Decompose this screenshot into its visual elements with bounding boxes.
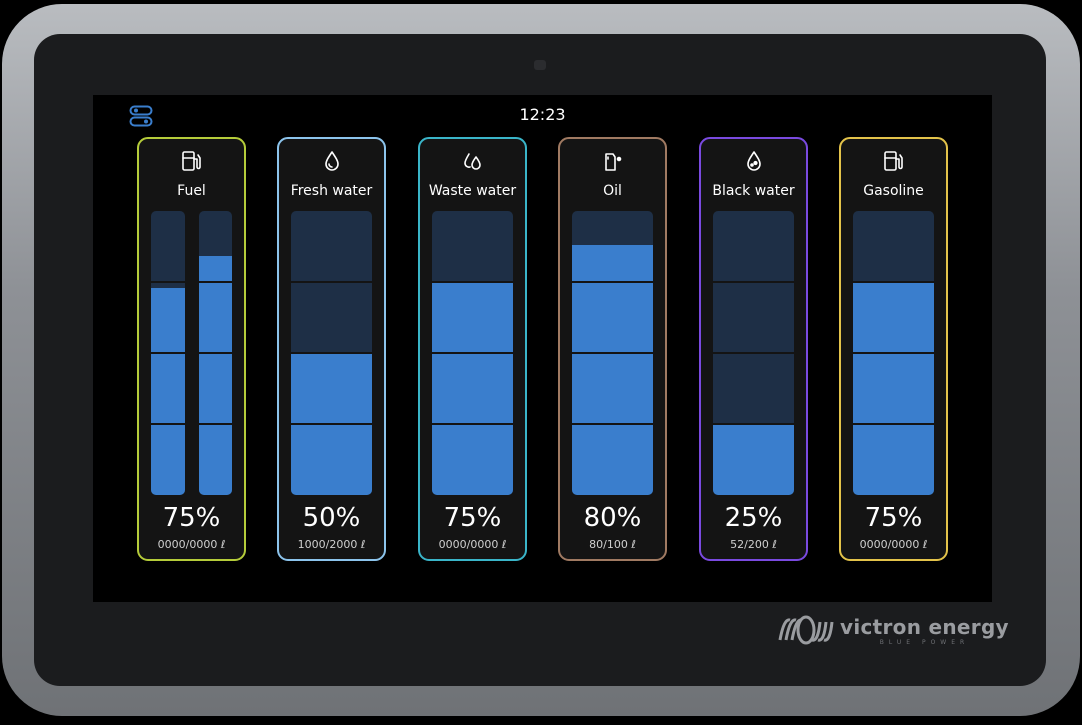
tank-level-bar [291,211,372,495]
black-water-drop-icon [746,151,761,171]
level-divider [572,352,653,354]
tank-level-bar [151,211,185,495]
tank-card-gasoline[interactable]: Gasoline 75% 0000/0000 ℓ [839,137,948,561]
tank-card-fuel[interactable]: Fuel 75% 0000/0000 ℓ [137,137,246,561]
double-drop-icon [463,153,481,170]
tank-card-black-water[interactable]: Black water 25% 52/200 ℓ [699,137,808,561]
level-divider [713,352,794,354]
tank-level-fill [198,256,232,495]
toggle-switches-icon[interactable] [129,105,153,127]
oil-can-icon [604,153,621,171]
screen: 12:23 Fuel 75% 0000/0000 ℓ Fresh water 5… [93,95,992,602]
level-divider [198,423,232,425]
tank-level-fill [713,424,794,495]
tank-level-bar [713,211,794,495]
tank-level-fill [572,245,653,495]
tank-level-fill [151,287,185,495]
level-divider [198,281,232,283]
level-divider [432,423,513,425]
tank-name: Fuel [177,183,206,199]
tank-card-waste-water[interactable]: Waste water 75% 0000/0000 ℓ [418,137,527,561]
tank-volume: 0000/0000 ℓ [438,538,507,551]
level-divider [198,352,232,354]
tank-level-bar [853,211,934,495]
level-divider [572,281,653,283]
level-divider [853,281,934,283]
tank-level-fill [432,282,513,495]
level-divider [853,352,934,354]
level-divider [713,423,794,425]
level-divider [432,352,513,354]
tank-volume: 1000/2000 ℓ [297,538,366,551]
level-divider [572,423,653,425]
tank-volume: 0000/0000 ℓ [859,538,928,551]
clock: 12:23 [519,105,566,124]
level-divider [291,423,372,425]
tank-name: Oil [603,183,622,199]
tank-percent: 80% [583,503,642,533]
tank-percent: 75% [162,503,221,533]
tank-name: Gasoline [863,183,924,199]
tank-percent: 75% [443,503,502,533]
level-divider [432,281,513,283]
tank-level-bar [198,211,232,495]
tank-name: Black water [712,183,795,199]
tank-volume: 80/100 ℓ [589,538,636,551]
victron-logo: victron energy BLUE POWER [776,612,1009,648]
tank-percent: 50% [302,503,361,533]
tank-level-fill [853,282,934,495]
tank-volume: 52/200 ℓ [730,538,777,551]
tank-card-oil[interactable]: Oil 80% 80/100 ℓ [558,137,667,561]
brand-tagline: BLUE POWER [879,638,970,646]
brand-name: victron energy [840,614,1009,639]
tank-volume: 0000/0000 ℓ [157,538,226,551]
tank-name: Waste water [428,183,517,199]
level-divider [291,281,372,283]
tank-level-bar [432,211,513,495]
tank-level-bar [572,211,653,495]
level-divider [151,423,185,425]
level-divider [853,423,934,425]
fuel-pump-icon [883,151,903,171]
level-divider [151,352,185,354]
level-divider [291,352,372,354]
water-drop-icon [324,151,339,171]
tank-name: Fresh water [290,183,373,199]
victron-logo-icon [778,615,834,645]
level-divider [151,281,185,283]
camera-icon [534,60,546,70]
tank-percent: 25% [724,503,783,533]
level-divider [713,281,794,283]
tank-percent: 75% [864,503,923,533]
fuel-pump-icon [181,151,201,171]
tank-card-fresh-water[interactable]: Fresh water 50% 1000/2000 ℓ [277,137,386,561]
